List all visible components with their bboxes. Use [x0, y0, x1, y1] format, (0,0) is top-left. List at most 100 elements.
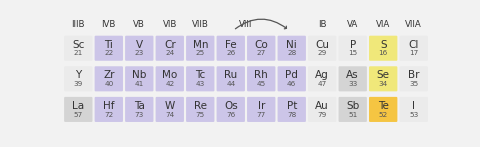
- Text: 72: 72: [104, 112, 113, 118]
- FancyBboxPatch shape: [369, 36, 397, 61]
- Text: W: W: [165, 101, 175, 111]
- Text: 40: 40: [104, 81, 113, 87]
- Text: Nb: Nb: [132, 70, 146, 80]
- Text: Se: Se: [377, 70, 390, 80]
- FancyBboxPatch shape: [247, 97, 276, 122]
- Text: 47: 47: [318, 81, 327, 87]
- Text: 73: 73: [135, 112, 144, 118]
- Text: VB: VB: [133, 20, 145, 29]
- Text: Au: Au: [315, 101, 329, 111]
- Text: Pt: Pt: [287, 101, 297, 111]
- FancyBboxPatch shape: [277, 36, 306, 61]
- Text: 44: 44: [226, 81, 235, 87]
- Text: 24: 24: [165, 50, 174, 56]
- FancyBboxPatch shape: [95, 66, 123, 91]
- FancyBboxPatch shape: [216, 66, 245, 91]
- FancyBboxPatch shape: [338, 66, 367, 91]
- Text: 15: 15: [348, 50, 357, 56]
- FancyBboxPatch shape: [338, 36, 367, 61]
- FancyBboxPatch shape: [186, 66, 215, 91]
- Text: 45: 45: [257, 81, 266, 87]
- Text: Zr: Zr: [103, 70, 115, 80]
- Text: Os: Os: [224, 101, 238, 111]
- Text: 34: 34: [379, 81, 388, 87]
- FancyBboxPatch shape: [186, 36, 215, 61]
- Text: Ir: Ir: [258, 101, 265, 111]
- FancyBboxPatch shape: [156, 36, 184, 61]
- Text: 51: 51: [348, 112, 357, 118]
- FancyBboxPatch shape: [64, 66, 93, 91]
- Text: 27: 27: [257, 50, 266, 56]
- Text: La: La: [72, 101, 84, 111]
- Text: 74: 74: [165, 112, 174, 118]
- Text: 21: 21: [73, 50, 83, 56]
- FancyBboxPatch shape: [399, 97, 428, 122]
- FancyBboxPatch shape: [369, 97, 397, 122]
- FancyBboxPatch shape: [125, 36, 154, 61]
- Text: Mn: Mn: [192, 40, 208, 50]
- FancyBboxPatch shape: [277, 66, 306, 91]
- Text: 77: 77: [257, 112, 266, 118]
- Text: 43: 43: [196, 81, 205, 87]
- Text: 17: 17: [409, 50, 419, 56]
- Text: 29: 29: [318, 50, 327, 56]
- FancyBboxPatch shape: [216, 36, 245, 61]
- Text: As: As: [347, 70, 359, 80]
- Text: VA: VA: [347, 20, 359, 29]
- FancyBboxPatch shape: [338, 97, 367, 122]
- Text: 57: 57: [73, 112, 83, 118]
- Text: Hf: Hf: [103, 101, 115, 111]
- Text: 41: 41: [135, 81, 144, 87]
- Text: 39: 39: [73, 81, 83, 87]
- Text: 26: 26: [226, 50, 235, 56]
- FancyBboxPatch shape: [95, 36, 123, 61]
- Text: V: V: [136, 40, 143, 50]
- Text: 25: 25: [196, 50, 205, 56]
- Text: Fe: Fe: [225, 40, 237, 50]
- Text: P: P: [349, 40, 356, 50]
- Text: 22: 22: [104, 50, 113, 56]
- FancyBboxPatch shape: [156, 97, 184, 122]
- Text: Sb: Sb: [346, 101, 360, 111]
- Text: Sc: Sc: [72, 40, 84, 50]
- Text: Te: Te: [378, 101, 389, 111]
- Text: 52: 52: [379, 112, 388, 118]
- Text: 75: 75: [196, 112, 205, 118]
- Text: Mo: Mo: [162, 70, 178, 80]
- Text: 53: 53: [409, 112, 419, 118]
- Text: 16: 16: [379, 50, 388, 56]
- Text: IIIB: IIIB: [72, 20, 85, 29]
- Text: Ni: Ni: [287, 40, 297, 50]
- Text: Br: Br: [408, 70, 420, 80]
- Text: 42: 42: [165, 81, 174, 87]
- Text: 79: 79: [318, 112, 327, 118]
- FancyBboxPatch shape: [125, 66, 154, 91]
- Text: Ru: Ru: [224, 70, 238, 80]
- Text: Cu: Cu: [315, 40, 329, 50]
- FancyBboxPatch shape: [125, 97, 154, 122]
- Text: Cr: Cr: [164, 40, 176, 50]
- Text: 78: 78: [287, 112, 296, 118]
- Text: VIII: VIII: [240, 20, 252, 29]
- Text: 28: 28: [287, 50, 296, 56]
- Text: Ag: Ag: [315, 70, 329, 80]
- Text: 33: 33: [348, 81, 357, 87]
- FancyBboxPatch shape: [186, 97, 215, 122]
- FancyBboxPatch shape: [369, 66, 397, 91]
- FancyBboxPatch shape: [277, 97, 306, 122]
- FancyBboxPatch shape: [64, 36, 93, 61]
- Text: VIIA: VIIA: [405, 20, 422, 29]
- FancyBboxPatch shape: [399, 66, 428, 91]
- Text: Ti: Ti: [104, 40, 113, 50]
- Text: Co: Co: [254, 40, 268, 50]
- FancyBboxPatch shape: [216, 97, 245, 122]
- Text: 35: 35: [409, 81, 419, 87]
- Text: VIIB: VIIB: [192, 20, 209, 29]
- Text: 46: 46: [287, 81, 296, 87]
- FancyBboxPatch shape: [247, 66, 276, 91]
- Text: Ta: Ta: [134, 101, 144, 111]
- FancyBboxPatch shape: [308, 66, 336, 91]
- Text: I: I: [412, 101, 415, 111]
- FancyBboxPatch shape: [247, 36, 276, 61]
- Text: IB: IB: [318, 20, 326, 29]
